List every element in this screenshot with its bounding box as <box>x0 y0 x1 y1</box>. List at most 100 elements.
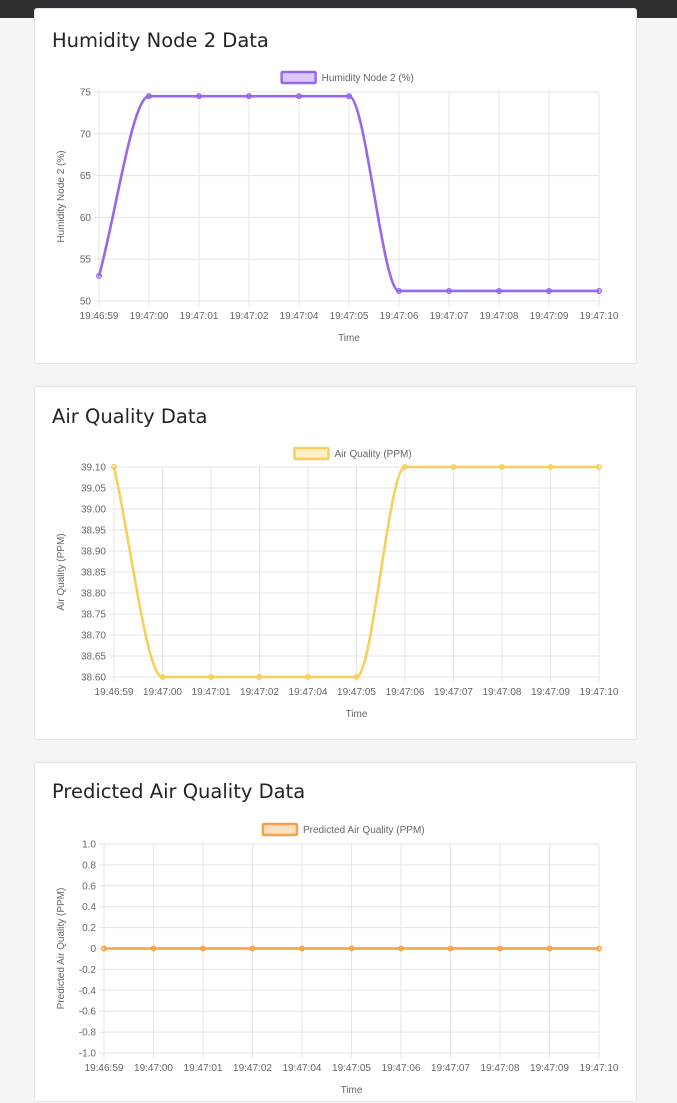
y-tick-label: 0.6 <box>82 881 96 892</box>
y-tick-label: 75 <box>80 88 92 99</box>
data-point <box>256 674 263 681</box>
data-point <box>595 463 602 470</box>
x-tick-label: 19:47:08 <box>480 311 519 322</box>
x-tick-label: 19:47:05 <box>332 1063 371 1074</box>
data-point <box>145 93 152 100</box>
humidity-chart: 75 70 65 60 55 50 19:46:59 19:47:00 19:47:01 19:4… <box>56 70 619 344</box>
y-tick-label: -0.6 <box>79 1007 97 1018</box>
y-tick-label: 50 <box>80 297 92 308</box>
data-point <box>595 287 602 294</box>
x-axis-title: Time <box>341 1085 363 1096</box>
x-tick-label: 19:47:07 <box>434 687 473 698</box>
y-tick-label: 39.10 <box>81 463 106 474</box>
grid <box>99 843 600 1058</box>
y-tick-label: 55 <box>80 255 92 266</box>
data-point <box>249 945 256 952</box>
legend-label: Humidity Node 2 (%) <box>322 73 414 84</box>
y-tick-label: -0.2 <box>79 965 97 976</box>
grid <box>109 466 600 682</box>
x-tick-label: 19:47:05 <box>330 311 369 322</box>
grid <box>94 91 600 306</box>
x-tick-label: 19:46:59 <box>80 311 119 322</box>
data-point <box>396 287 403 294</box>
data-point <box>546 945 553 952</box>
data-point <box>299 945 306 952</box>
y-tick-label: 38.90 <box>81 547 106 558</box>
y-tick-label: 38.80 <box>81 589 106 600</box>
x-axis-title: Time <box>346 709 368 720</box>
x-tick-label: 19:47:09 <box>530 311 569 322</box>
x-tick-label: 19:47:02 <box>240 687 279 698</box>
x-tick-label: 19:47:10 <box>580 1063 619 1074</box>
legend-swatch <box>293 446 330 461</box>
x-tick-label: 19:47:00 <box>143 687 182 698</box>
data-point <box>159 674 166 681</box>
x-axis-title: Time <box>338 333 360 344</box>
y-tick-label: 0.4 <box>82 902 96 913</box>
y-tick-label: 1.0 <box>82 840 96 851</box>
data-point <box>200 945 207 952</box>
data-point <box>450 463 457 470</box>
chart-title: Predicted Air Quality Data <box>52 780 306 803</box>
y-tick-label: -1.0 <box>79 1049 97 1060</box>
y-tick-label: -0.4 <box>79 986 97 997</box>
x-tick-label: 19:47:07 <box>431 1063 470 1074</box>
x-tick-label: 19:47:06 <box>382 1063 421 1074</box>
y-tick-label: 0.2 <box>82 923 96 934</box>
legend-swatch <box>261 822 299 837</box>
data-point <box>398 945 405 952</box>
x-tick-label: 19:47:01 <box>192 687 231 698</box>
data-point <box>346 93 353 100</box>
data-point <box>348 945 355 952</box>
x-tick-label: 19:47:01 <box>180 311 219 322</box>
y-tick-label: 65 <box>80 171 92 182</box>
chart-title: Humidity Node 2 Data <box>52 29 269 52</box>
y-tick-label: 38.85 <box>81 568 106 579</box>
x-tick-label: 19:47:08 <box>481 1063 520 1074</box>
predicted-air-quality-chart: 1.0 0.8 0.6 0.4 0.2 0 -0.2 -0.4 -0.6 -0.8 -1.0 19:4… <box>56 822 619 1096</box>
x-tick-label: 19:46:59 <box>85 1063 124 1074</box>
air-quality-chart: 39.10 39.05 39.00 38.95 38.90 38.85 38.80 38.75… <box>56 446 619 720</box>
legend-label: Predicted Air Quality (PPM) <box>303 825 425 836</box>
data-point <box>496 287 503 294</box>
x-tick-label: 19:47:07 <box>430 311 469 322</box>
x-tick-label: 19:47:09 <box>531 687 570 698</box>
y-tick-label: -0.8 <box>79 1028 97 1039</box>
humidity-chart-card: Humidity Node 2 Data 75 70 65 60 55 50 19:46:5… <box>34 8 637 364</box>
data-point <box>499 463 506 470</box>
data-point <box>95 272 102 279</box>
x-tick-label: 19:47:00 <box>130 311 169 322</box>
x-tick-label: 19:47:04 <box>283 1063 322 1074</box>
data-point <box>595 945 602 952</box>
y-tick-label: 39.05 <box>81 484 106 495</box>
data-point <box>208 674 215 681</box>
y-axis-title: Air Quality (PPM) <box>56 533 67 610</box>
legend-swatch <box>280 70 317 85</box>
legend-label: Air Quality (PPM) <box>334 449 411 460</box>
data-point <box>246 93 253 100</box>
y-tick-label: 38.60 <box>81 673 106 684</box>
x-tick-label: 19:47:01 <box>184 1063 223 1074</box>
chart-title: Air Quality Data <box>52 405 208 428</box>
y-tick-label: 38.75 <box>81 610 106 621</box>
data-point <box>150 945 157 952</box>
legend: Air Quality (PPM) <box>293 446 412 461</box>
data-point <box>446 287 453 294</box>
y-tick-label: 70 <box>80 129 92 140</box>
x-tick-label: 19:47:09 <box>530 1063 569 1074</box>
data-point <box>546 287 553 294</box>
legend: Predicted Air Quality (PPM) <box>261 822 425 837</box>
x-tick-label: 19:47:02 <box>230 311 269 322</box>
x-tick-label: 19:47:08 <box>483 687 522 698</box>
predicted-air-quality-chart-card: Predicted Air Quality Data 1.0 0.8 0.6 0.4 0… <box>34 762 637 1102</box>
y-tick-label: 60 <box>80 213 92 224</box>
x-tick-label: 19:47:05 <box>337 687 376 698</box>
data-point <box>547 463 554 470</box>
data-point <box>196 93 203 100</box>
data-point <box>402 463 409 470</box>
x-tick-label: 19:47:10 <box>580 687 619 698</box>
legend: Humidity Node 2 (%) <box>280 70 414 85</box>
data-point <box>296 93 303 100</box>
y-tick-label: 39.00 <box>81 505 106 516</box>
y-axis-title: Predicted Air Quality (PPM) <box>56 888 67 1010</box>
